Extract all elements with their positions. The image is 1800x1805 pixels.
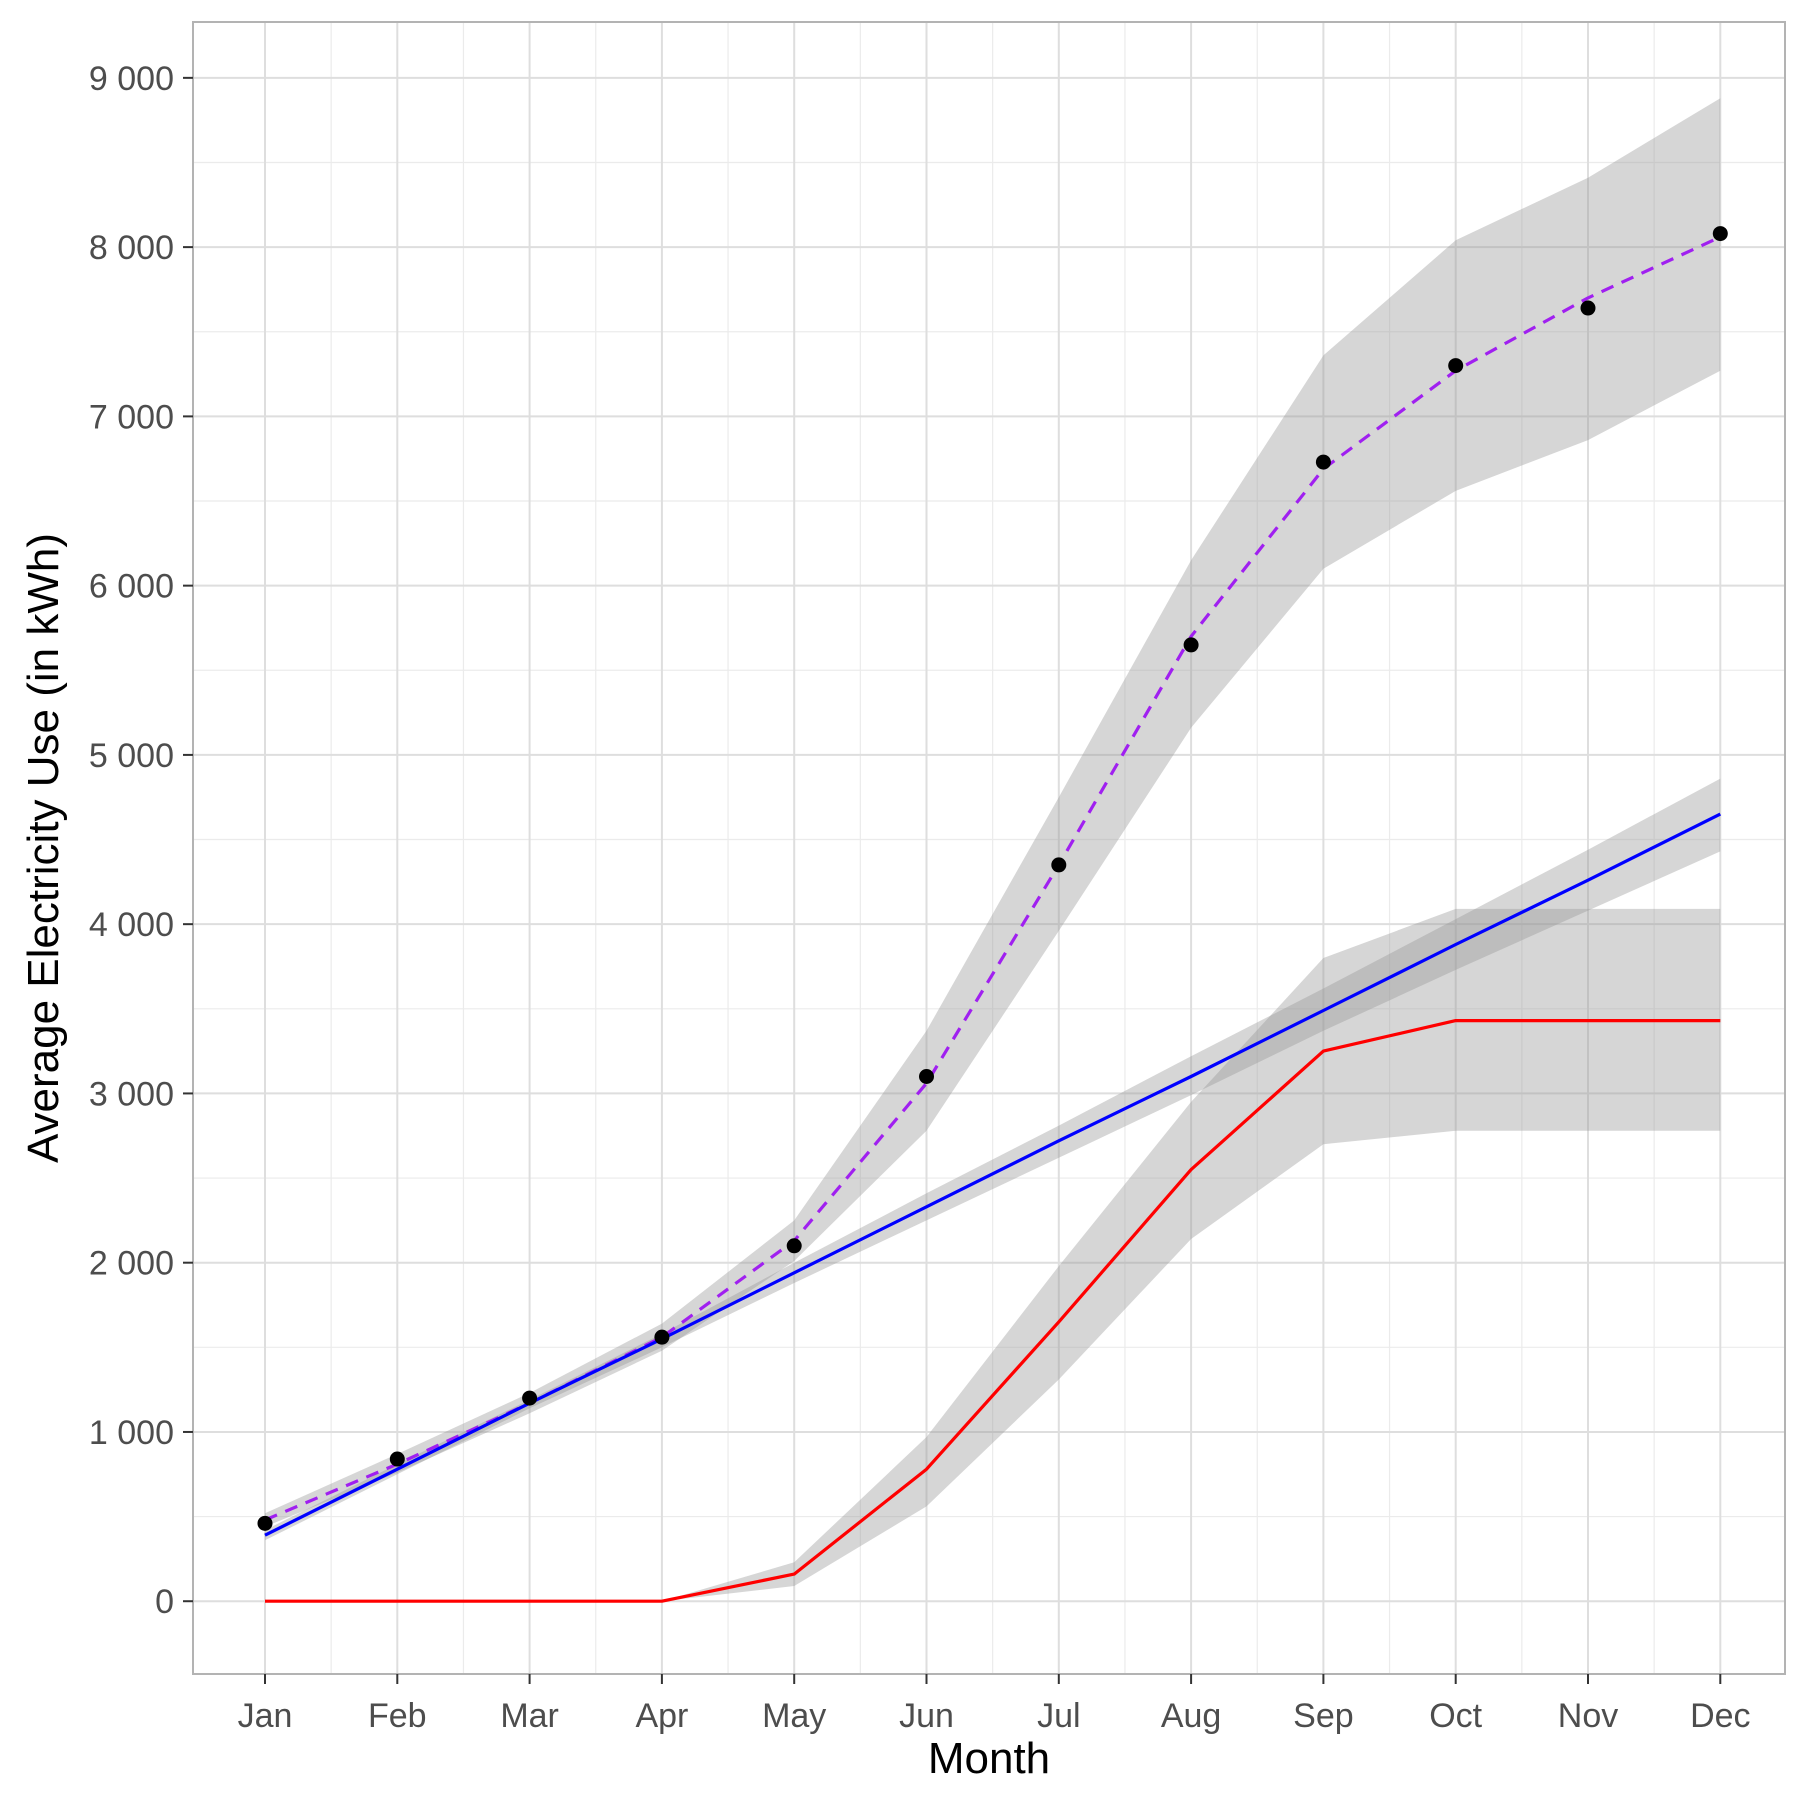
y-tick-label: 2 000 — [89, 1245, 174, 1283]
y-tick-label: 6 000 — [89, 568, 174, 606]
x-tick-label-dec: Dec — [1690, 1697, 1750, 1735]
data-point-apr — [654, 1329, 670, 1345]
y-tick-label: 5 000 — [89, 737, 174, 775]
data-point-feb — [389, 1451, 405, 1467]
x-tick-label-jun: Jun — [899, 1697, 954, 1735]
x-tick-label-jul: Jul — [1037, 1697, 1080, 1735]
data-point-oct — [1448, 358, 1464, 374]
x-tick-label-sep: Sep — [1293, 1697, 1354, 1735]
x-axis-title: Month — [928, 1734, 1050, 1783]
y-tick-label: 3 000 — [89, 1075, 174, 1113]
panel-border — [192, 21, 1786, 1675]
y-tick-label: 7 000 — [89, 398, 174, 436]
x-tick-label-feb: Feb — [368, 1697, 427, 1735]
y-axis-title: Average Electricity Use (in kWh) — [19, 533, 68, 1163]
x-tick-label-nov: Nov — [1558, 1697, 1618, 1735]
observed-points — [257, 226, 1728, 1531]
data-point-jul — [1051, 857, 1067, 873]
x-tick-label-oct: Oct — [1429, 1697, 1482, 1735]
y-tick-label: 0 — [155, 1583, 174, 1621]
confidence-band-3 — [265, 908, 1721, 1602]
axes: 0 1 000 2 000 3 000 4 000 5 000 6 000 7 000 8 00… — [89, 60, 1751, 1735]
data-point-dec — [1712, 226, 1728, 242]
x-tick-label-apr: Apr — [635, 1697, 688, 1735]
grid-lines — [193, 22, 1785, 1674]
data-point-aug — [1183, 637, 1199, 653]
series-line-3 — [265, 1018, 1721, 1603]
data-point-mar — [522, 1390, 538, 1406]
x-tick-label-jan: Jan — [238, 1697, 293, 1735]
confidence-band-1 — [265, 98, 1721, 1527]
data-point-sep — [1315, 454, 1331, 470]
data-point-nov — [1580, 300, 1596, 316]
series-lines — [264, 235, 1722, 1603]
x-tick-label-may: May — [762, 1697, 826, 1735]
y-tick-label: 8 000 — [89, 229, 174, 267]
y-tick-label: 4 000 — [89, 906, 174, 944]
y-tick-label: 9 000 — [89, 60, 174, 98]
series-line-2 — [264, 812, 1722, 1537]
data-point-may — [786, 1238, 802, 1254]
y-tick-label: 1 000 — [89, 1414, 174, 1452]
x-tick-label-aug: Aug — [1161, 1697, 1222, 1735]
data-point-jun — [919, 1069, 934, 1085]
data-point-jan — [257, 1515, 273, 1531]
x-tick-label-mar: Mar — [500, 1697, 559, 1735]
